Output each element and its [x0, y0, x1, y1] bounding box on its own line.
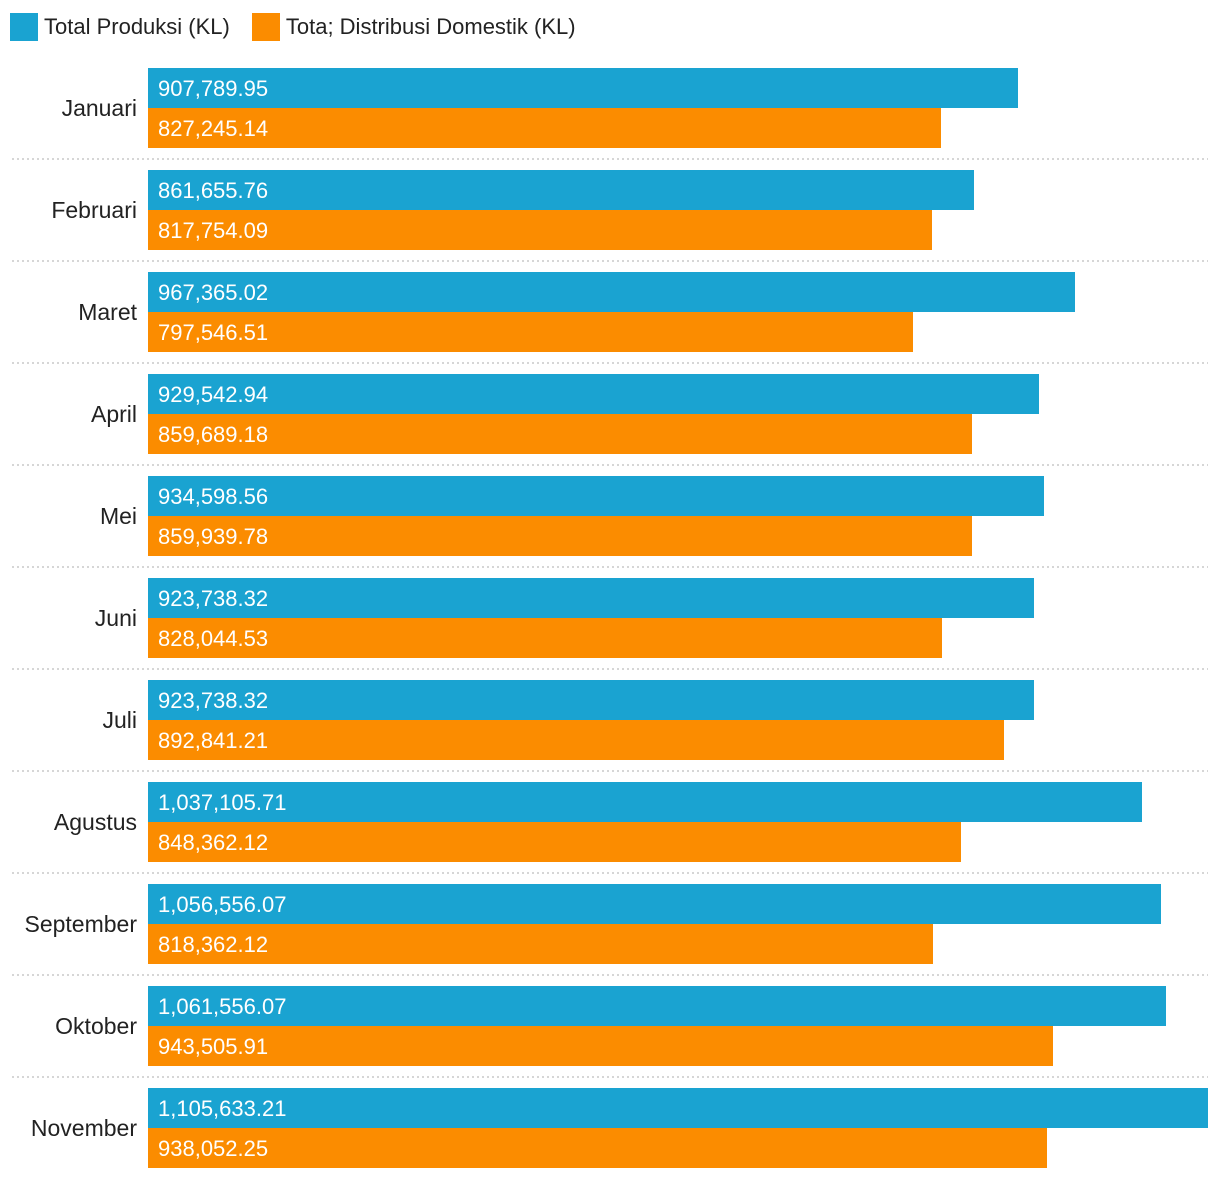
- legend-item-distribusi-domestik[interactable]: Tota; Distribusi Domestik (KL): [251, 13, 576, 41]
- bar-total-produksi-september[interactable]: [148, 884, 1161, 924]
- value-label-total-produksi-mei: 934,598.56: [158, 484, 268, 509]
- value-label-distribusi-domestik-november: 938,052.25: [158, 1136, 268, 1161]
- bar-distribusi-domestik-mei[interactable]: [148, 516, 972, 556]
- legend: Total Produksi (KL) Tota; Distribusi Dom…: [10, 12, 598, 42]
- bar-total-produksi-juli[interactable]: [148, 680, 1034, 720]
- category-label-februari: Februari: [51, 197, 137, 223]
- value-label-total-produksi-april: 929,542.94: [158, 382, 268, 407]
- category-label-april: April: [91, 401, 137, 427]
- category-label-januari: Januari: [62, 95, 137, 121]
- value-label-total-produksi-oktober: 1,061,556.07: [158, 994, 286, 1019]
- bar-distribusi-domestik-april[interactable]: [148, 414, 972, 454]
- legend-item-total-produksi[interactable]: Total Produksi (KL): [10, 13, 230, 41]
- value-label-total-produksi-september: 1,056,556.07: [158, 892, 286, 917]
- bar-distribusi-domestik-juli[interactable]: [148, 720, 1004, 760]
- value-label-total-produksi-juni: 923,738.32: [158, 586, 268, 611]
- value-label-total-produksi-maret: 967,365.02: [158, 280, 268, 305]
- bar-distribusi-domestik-september[interactable]: [148, 924, 933, 964]
- bar-distribusi-domestik-oktober[interactable]: [148, 1026, 1053, 1066]
- legend-swatch-distribusi-domestik: [251, 13, 280, 41]
- category-label-mei: Mei: [100, 503, 137, 529]
- legend-label-distribusi-domestik: Tota; Distribusi Domestik (KL): [285, 14, 576, 39]
- legend-label-total-produksi: Total Produksi (KL): [44, 14, 230, 39]
- value-label-distribusi-domestik-maret: 797,546.51: [158, 320, 268, 345]
- bar-total-produksi-mei[interactable]: [148, 476, 1044, 516]
- value-label-total-produksi-juli: 923,738.32: [158, 688, 268, 713]
- bar-total-produksi-maret[interactable]: [148, 272, 1075, 312]
- bar-total-produksi-april[interactable]: [148, 374, 1039, 414]
- bar-distribusi-domestik-februari[interactable]: [148, 210, 932, 250]
- value-label-distribusi-domestik-januari: 827,245.14: [158, 116, 268, 141]
- legend-swatch-total-produksi: [10, 13, 38, 41]
- bar-total-produksi-november[interactable]: [148, 1088, 1208, 1128]
- value-label-distribusi-domestik-juni: 828,044.53: [158, 626, 268, 651]
- value-label-distribusi-domestik-september: 818,362.12: [158, 932, 268, 957]
- value-label-distribusi-domestik-agustus: 848,362.12: [158, 830, 268, 855]
- value-label-distribusi-domestik-mei: 859,939.78: [158, 524, 268, 549]
- value-label-distribusi-domestik-juli: 892,841.21: [158, 728, 268, 753]
- bar-total-produksi-juni[interactable]: [148, 578, 1034, 618]
- bar-total-produksi-agustus[interactable]: [148, 782, 1142, 822]
- bar-total-produksi-januari[interactable]: [148, 68, 1018, 108]
- value-label-total-produksi-februari: 861,655.76: [158, 178, 268, 203]
- bar-distribusi-domestik-november[interactable]: [148, 1128, 1047, 1168]
- category-label-juni: Juni: [95, 605, 137, 631]
- category-label-juli: Juli: [102, 707, 137, 733]
- bar-distribusi-domestik-maret[interactable]: [148, 312, 913, 352]
- value-label-total-produksi-januari: 907,789.95: [158, 76, 268, 101]
- value-label-distribusi-domestik-februari: 817,754.09: [158, 218, 268, 243]
- value-label-total-produksi-november: 1,105,633.21: [158, 1096, 286, 1121]
- bar-distribusi-domestik-januari[interactable]: [148, 108, 941, 148]
- category-label-maret: Maret: [78, 299, 137, 325]
- category-label-agustus: Agustus: [54, 809, 137, 835]
- bar-distribusi-domestik-juni[interactable]: [148, 618, 942, 658]
- category-label-november: November: [31, 1115, 137, 1141]
- category-label-oktober: Oktober: [55, 1013, 137, 1039]
- category-label-september: September: [24, 911, 137, 937]
- bar-total-produksi-februari[interactable]: [148, 170, 974, 210]
- bar-distribusi-domestik-agustus[interactable]: [148, 822, 961, 862]
- value-label-distribusi-domestik-april: 859,689.18: [158, 422, 268, 447]
- value-label-distribusi-domestik-oktober: 943,505.91: [158, 1034, 268, 1059]
- bar-total-produksi-oktober[interactable]: [148, 986, 1166, 1026]
- value-label-total-produksi-agustus: 1,037,105.71: [158, 790, 286, 815]
